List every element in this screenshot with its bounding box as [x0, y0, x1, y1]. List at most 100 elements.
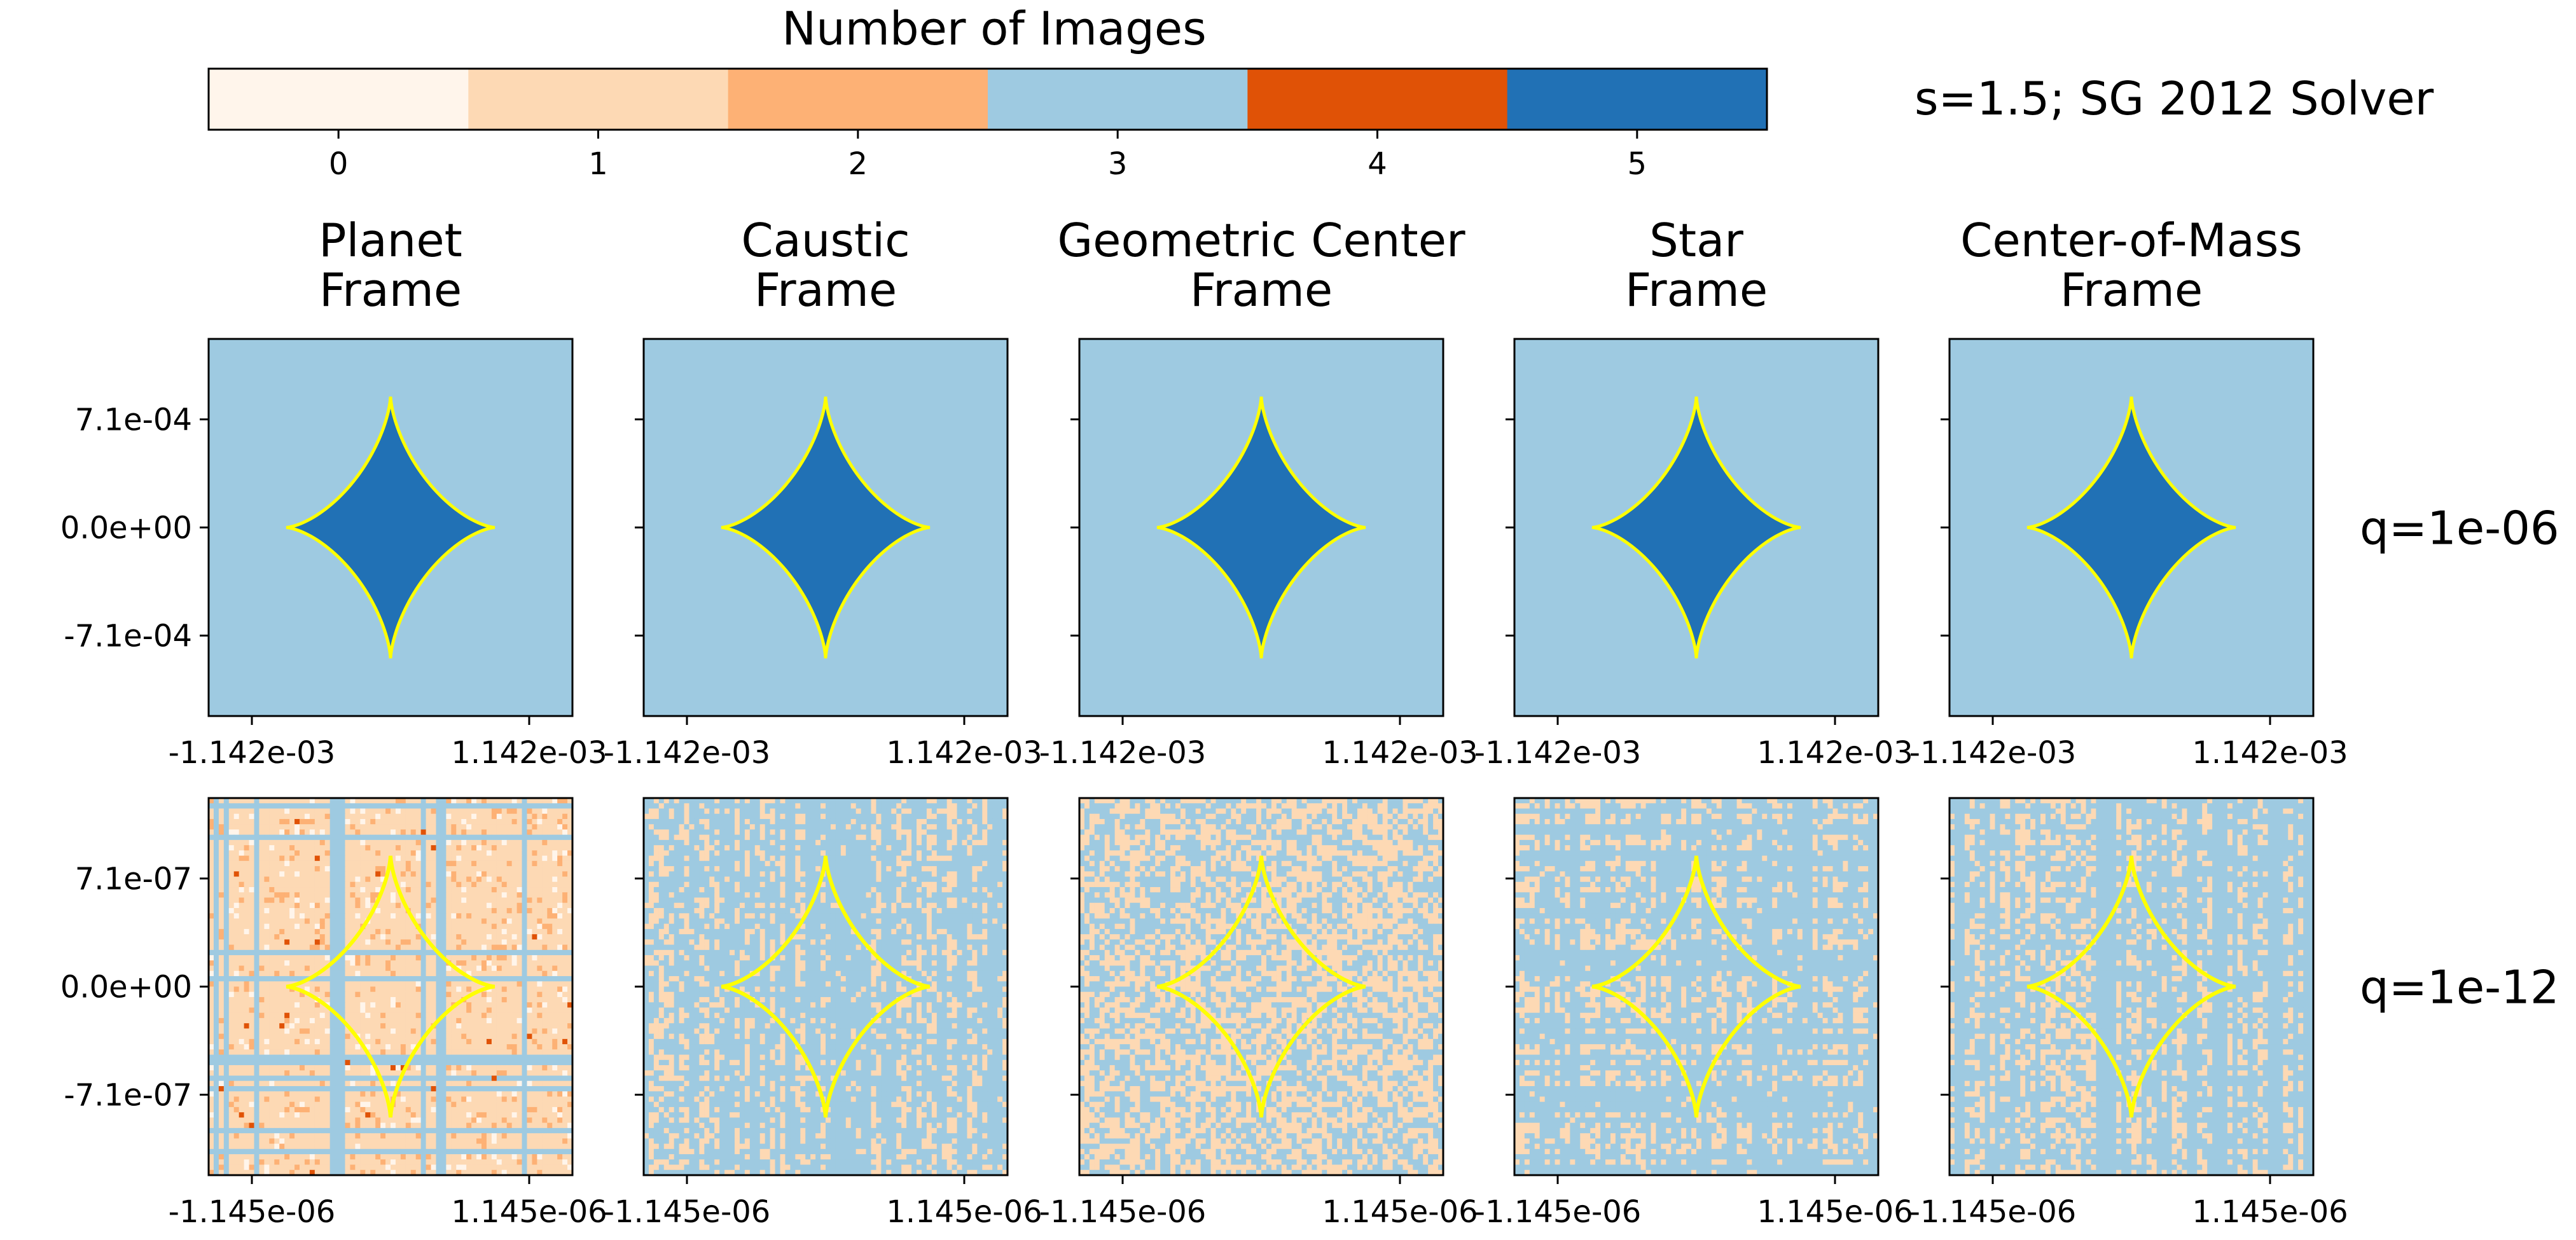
heatmap-cell [329, 1117, 336, 1124]
heatmap-cell [431, 1117, 437, 1124]
heatmap-cell [395, 902, 401, 909]
heatmap-cell [300, 939, 305, 946]
heatmap-cell [547, 1002, 553, 1009]
heatmap-cell [527, 955, 533, 961]
heatmap-cell [511, 1122, 518, 1129]
heatmap-cell [213, 881, 219, 888]
heatmap-cell [537, 871, 543, 878]
heatmap-cell [451, 839, 457, 846]
heatmap-cell [400, 1017, 406, 1024]
heatmap-cell [410, 803, 417, 809]
heatmap-cell [436, 991, 442, 998]
heatmap-cell [350, 965, 356, 972]
heatmap-cell [527, 1133, 533, 1139]
heatmap-cell [289, 1012, 295, 1019]
heatmap-cell [239, 839, 245, 846]
heatmap-cell [537, 1112, 543, 1119]
heatmap-cell [395, 834, 401, 841]
heatmap-cell [365, 949, 371, 956]
heatmap-cell [380, 976, 386, 982]
heatmap-cell [209, 996, 214, 1003]
heatmap-cell [223, 1002, 230, 1009]
heatmap-cell [289, 1148, 295, 1155]
heatmap-cell [552, 1049, 558, 1056]
heatmap-cell [461, 1085, 467, 1092]
heatmap-cell [486, 991, 492, 998]
heatmap-cell [415, 1017, 422, 1024]
heatmap-cell [405, 1002, 412, 1009]
heatmap-cell [223, 824, 230, 830]
heatmap-cell [345, 1080, 351, 1087]
heatmap-cell [319, 1049, 326, 1056]
heatmap-cell [562, 949, 568, 956]
heatmap-cell [294, 892, 300, 899]
heatmap-cell [476, 808, 482, 815]
heatmap-cell [233, 881, 240, 888]
heatmap-cell [259, 855, 265, 862]
heatmap-cell [461, 1096, 467, 1103]
heatmap-cell [274, 860, 280, 867]
heatmap-cell [370, 1080, 376, 1087]
heatmap-cell [300, 813, 305, 820]
heatmap-cell [304, 829, 310, 836]
heatmap-cell [289, 1049, 295, 1056]
heatmap-cell [552, 1054, 558, 1061]
heatmap-cell [350, 808, 356, 815]
heatmap-cell [431, 1075, 437, 1082]
heatmap-cell [532, 1002, 537, 1009]
heatmap-cell [319, 808, 326, 815]
heatmap-cell [380, 824, 386, 830]
heatmap-cell [223, 866, 230, 872]
heatmap-cell [355, 1143, 361, 1150]
heatmap-cell [557, 1007, 563, 1014]
heatmap-cell [324, 1091, 331, 1098]
heatmap-cell [446, 1112, 452, 1119]
heatmap-cell [304, 1070, 310, 1077]
heatmap-cell [324, 1054, 331, 1061]
heatmap-cell [259, 1112, 265, 1119]
heatmap-cell [249, 808, 255, 815]
heatmap-cell [522, 887, 528, 893]
heatmap-cell [400, 1117, 406, 1124]
heatmap-cell [375, 871, 381, 878]
heatmap-cell [209, 808, 214, 815]
heatmap-cell [259, 1085, 265, 1092]
heatmap-cell [511, 887, 518, 893]
heatmap-cell [511, 1033, 518, 1040]
heatmap-cell [410, 897, 417, 904]
heatmap-cell [451, 1012, 457, 1019]
heatmap-cell [223, 839, 230, 846]
heatmap-cell [380, 1106, 386, 1113]
heatmap-cell [380, 813, 386, 820]
heatmap-cell [415, 1049, 422, 1056]
heatmap-cell [218, 918, 225, 925]
heatmap-cell [284, 818, 290, 825]
heatmap-cell [542, 1080, 548, 1087]
heatmap-cell [415, 860, 422, 867]
heatmap-cell [395, 981, 401, 988]
heatmap-cell [289, 1044, 295, 1050]
heatmap-cell [537, 803, 543, 809]
heatmap-cell [405, 1112, 412, 1119]
heatmap-cell [274, 1127, 280, 1134]
heatmap-cell [218, 944, 225, 951]
heatmap-cell [496, 907, 502, 914]
heatmap-cell [360, 939, 366, 946]
heatmap-cell [385, 1023, 391, 1029]
heatmap-cell [532, 866, 537, 872]
heatmap-cell [228, 907, 235, 914]
heatmap-cell [466, 871, 472, 878]
heatmap-cell [557, 1065, 563, 1071]
heatmap-cell [441, 1028, 447, 1035]
heatmap-cell [274, 949, 280, 956]
heatmap-cell [264, 871, 270, 878]
heatmap-cell [264, 923, 270, 930]
heatmap-cell [228, 1017, 235, 1024]
heatmap-cell [395, 897, 401, 904]
heatmap-cell [218, 803, 225, 809]
heatmap-cell [395, 907, 401, 914]
heatmap-cell [380, 1148, 386, 1155]
heatmap-cell [309, 881, 315, 888]
heatmap-cell [537, 923, 543, 930]
heatmap-cell [218, 1002, 225, 1009]
